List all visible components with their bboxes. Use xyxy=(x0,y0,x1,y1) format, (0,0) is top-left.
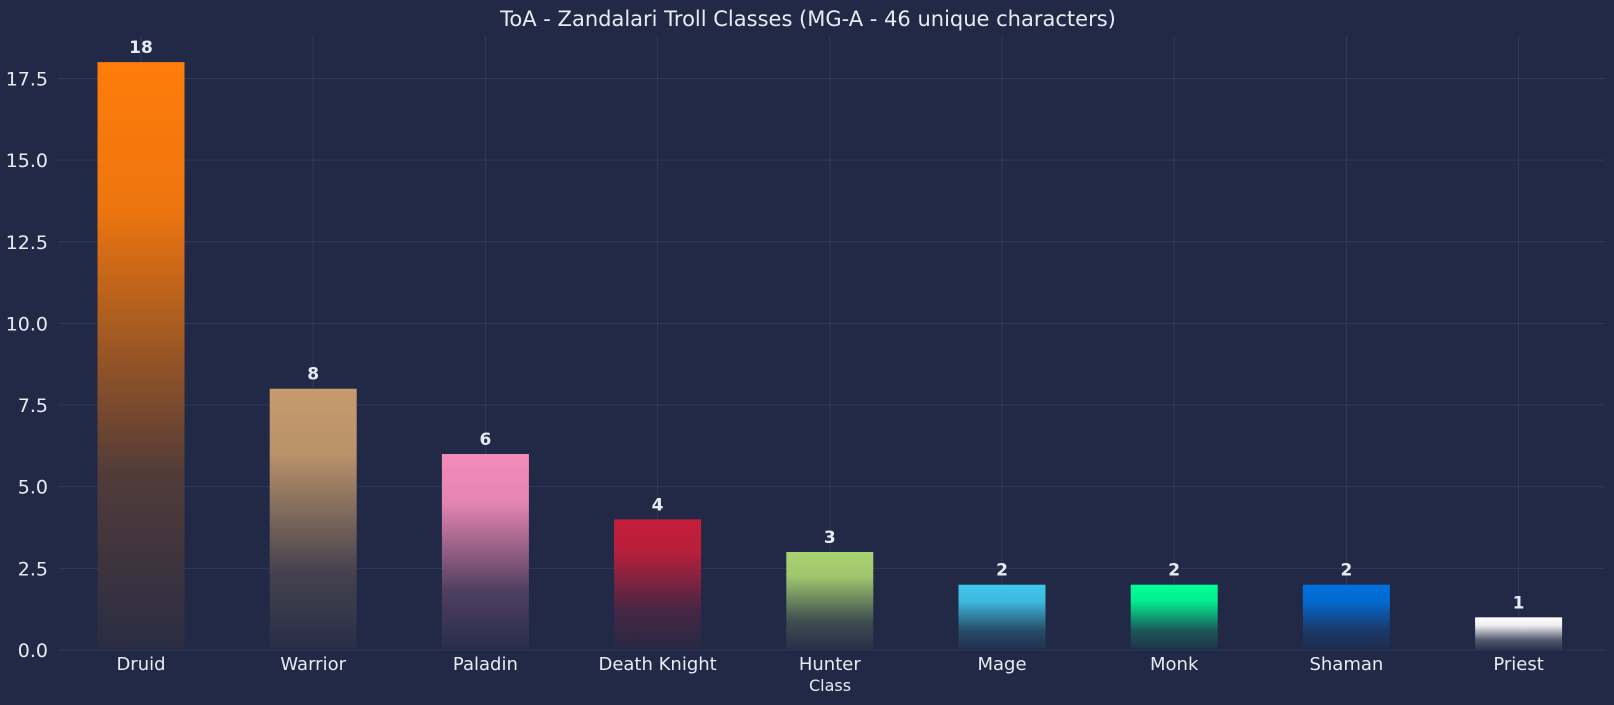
x-tick-label: Monk xyxy=(1150,654,1199,675)
value-label: 3 xyxy=(824,528,836,548)
y-tick-label: 0.0 xyxy=(18,640,48,662)
x-tick-label: Paladin xyxy=(453,654,518,675)
y-tick-label: 12.5 xyxy=(6,232,48,254)
x-tick-label: Mage xyxy=(977,654,1026,675)
y-tick-label: 15.0 xyxy=(6,150,48,172)
value-label: 8 xyxy=(307,365,319,385)
value-label: 4 xyxy=(652,495,664,515)
y-tick-label: 2.5 xyxy=(18,558,48,580)
y-axis-ticks: 0.0 2.5 5.0 7.5 10.0 12.5 15.0 17.5 xyxy=(6,68,48,662)
value-labels: 18 8 6 4 3 2 2 2 1 xyxy=(129,38,1524,613)
bar-mage xyxy=(958,584,1046,650)
value-label: 2 xyxy=(1168,561,1180,581)
bar-shaman xyxy=(1302,584,1390,650)
x-axis-categories: Druid Warrior Paladin Death Knight Hunter Mag… xyxy=(116,654,1543,675)
value-label: 2 xyxy=(1340,561,1352,581)
x-tick-label: Priest xyxy=(1493,654,1543,675)
bar-druid xyxy=(97,62,185,650)
x-tick-label: Shaman xyxy=(1309,654,1383,675)
value-label: 1 xyxy=(1513,593,1525,613)
value-label: 2 xyxy=(996,561,1008,581)
value-label: 18 xyxy=(129,38,153,58)
x-tick-label: Hunter xyxy=(799,654,861,675)
y-tick-label: 10.0 xyxy=(6,313,48,335)
bars xyxy=(97,62,1563,650)
x-axis-label: Class xyxy=(809,676,851,695)
x-tick-label: Druid xyxy=(116,654,165,675)
x-tick-label: Warrior xyxy=(280,654,346,675)
bar-death-knight xyxy=(614,519,702,650)
bar-warrior xyxy=(269,388,357,650)
chart-title: ToA - Zandalari Troll Classes (MG-A - 46… xyxy=(499,7,1116,31)
bar-hunter xyxy=(786,552,874,650)
value-label: 6 xyxy=(479,430,491,450)
y-tick-label: 17.5 xyxy=(6,68,48,90)
bar-monk xyxy=(1130,584,1218,650)
x-tick-label: Death Knight xyxy=(598,654,716,675)
bar-paladin xyxy=(441,454,529,650)
bar-priest xyxy=(1475,617,1563,650)
y-tick-label: 5.0 xyxy=(18,477,48,499)
y-tick-label: 7.5 xyxy=(18,395,48,417)
